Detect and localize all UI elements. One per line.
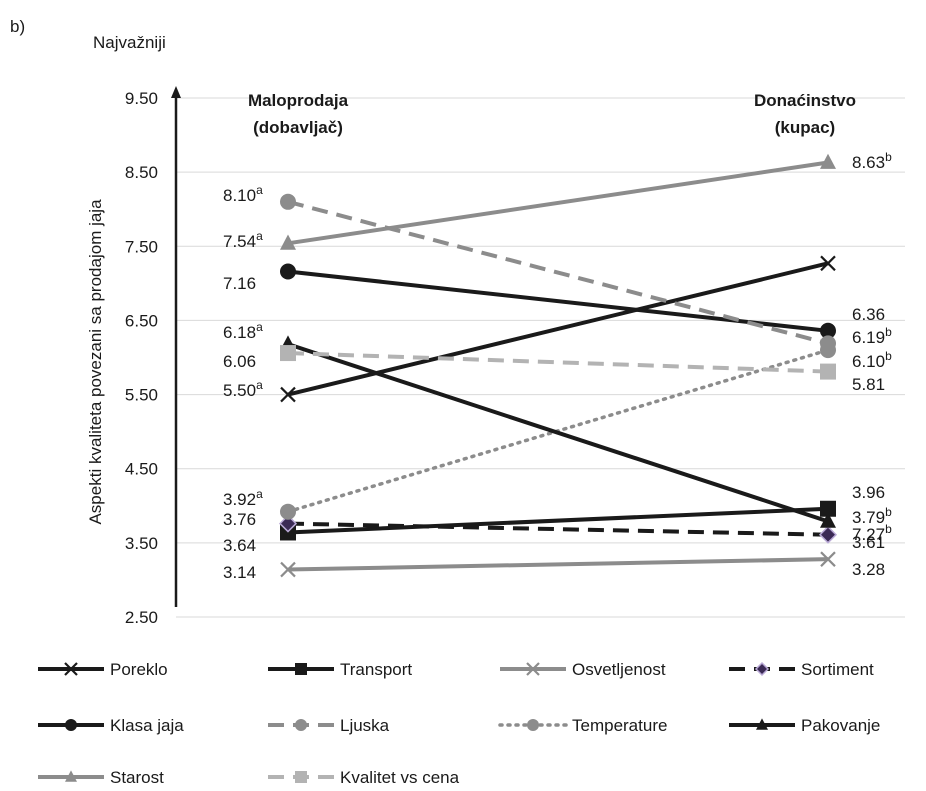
series-6-point-1 [820,342,836,359]
data-label-3-0: 3.76 [223,510,256,529]
data-label-5-1: 6.19b [852,325,892,347]
legend-item-9: Kvalitet vs cena [268,768,460,787]
y-tick-labels: 9.50 8.50 7.50 6.50 5.50 4.50 3.50 2.50 [125,89,158,627]
data-label-0-0: 5.50a [223,378,263,400]
data-label-6-1: 6.10b [852,349,892,371]
data-label-8-1: 8.63b [852,150,892,172]
legend: Poreklo Transport Osvetljenost Sortiment Kla… [38,660,880,787]
legend-marker-5 [295,719,307,731]
series-2-point-1 [820,551,836,567]
legend-item-8: Starost [38,768,164,787]
y-tick-label: 7.50 [125,237,158,256]
data-label-3-1: 3.61 [852,533,885,552]
legend-label-1: Transport [340,660,412,679]
y-tick-label: 6.50 [125,311,158,330]
legend-marker-3 [754,661,770,677]
panel-label: b) [10,17,25,36]
data-label-9-1: 5.81 [852,375,885,394]
series-line-1 [287,506,829,535]
data-label-9-0: 6.06 [223,352,256,371]
legend-marker-8 [65,770,77,782]
legend-item-5: Ljuska [268,716,390,735]
series-8-point-0 [280,234,296,250]
data-label-2-0: 3.14 [223,563,256,582]
legend-label-0: Poreklo [110,660,168,679]
data-label-5-0: 8.10a [223,183,263,205]
y-tick-label: 3.50 [125,534,158,553]
category-0-line1: Maloprodaja [248,91,349,110]
legend-item-1: Transport [268,660,412,679]
series-line-7 [287,342,829,524]
series-line-8 [287,160,829,246]
data-label-1-1: 3.96 [852,483,885,502]
series-3-point-1 [818,525,838,544]
data-label-1-0: 3.64 [223,536,256,555]
legend-label-7: Pakovanje [801,716,880,735]
category-0-line2: (dobavljač) [253,118,343,137]
series-line-2 [287,557,829,572]
legend-label-4: Klasa jaja [110,716,184,735]
legend-marker-0 [64,662,78,676]
series-0-point-0 [280,386,296,403]
series-2-point-0 [280,561,296,578]
legend-item-3: Sortiment [729,660,874,679]
series-line-9 [287,351,829,374]
series-9-point-1 [820,363,836,380]
y-tick-label: 8.50 [125,163,158,182]
series-lines [286,160,830,572]
data-label-6-0: 3.92a [223,487,263,509]
legend-label-9: Kvalitet vs cena [340,768,460,787]
series-6-point-0 [280,503,296,520]
data-label-4-1: 6.36 [852,305,885,324]
legend-item-6: Temperature [498,716,667,735]
legend-marker-1 [295,663,307,675]
data-label-7-1: 3.79b [852,505,892,527]
data-label-0-1: 7.27b [852,522,892,544]
series-line-3 [287,521,829,537]
legend-marker-2 [526,662,540,676]
data-labels: 5.50a 7.27b 3.64 3.96 3.14 3.28 3.76 3.61 7.16 6.… [223,150,892,582]
legend-marker-4 [65,719,77,731]
legend-marker-6 [527,719,539,731]
legend-label-5: Ljuska [340,716,390,735]
series-5-point-0 [280,193,296,210]
series-markers [278,153,838,578]
category-1-line1: Donaćinstvo [754,91,856,110]
series-0-point-1 [820,255,836,272]
data-label-7-0: 6.18a [223,320,263,342]
legend-label-3: Sortiment [801,660,874,679]
series-4-point-1 [820,322,836,339]
legend-marker-9 [295,771,307,783]
top-label: Najvažniji [93,33,166,52]
series-8-point-1 [820,153,836,169]
data-label-2-1: 3.28 [852,560,885,579]
category-1-line2: (kupac) [775,118,835,137]
series-1-point-1 [820,500,836,517]
y-tick-label: 5.50 [125,386,158,405]
y-axis-arrow [171,86,181,98]
legend-label-8: Starost [110,768,164,787]
y-tick-label: 4.50 [125,460,158,479]
legend-label-2: Osvetljenost [572,660,666,679]
series-3-point-0 [278,514,298,533]
series-line-4 [287,269,829,333]
series-9-point-0 [280,345,296,362]
gridlines [176,97,905,618]
series-line-5 [287,199,829,346]
y-tick-label: 2.50 [125,608,158,627]
series-7-point-1 [820,512,836,528]
data-label-8-0: 7.54a [223,229,263,251]
series-4-point-0 [280,263,296,280]
legend-item-2: Osvetljenost [500,660,666,679]
legend-item-7: Pakovanje [729,716,880,735]
y-axis [171,86,181,607]
y-axis-label: Aspekti kvaliteta povezani sa prodajom j… [86,199,105,525]
legend-item-0: Poreklo [38,660,168,679]
legend-item-4: Klasa jaja [38,716,184,735]
legend-marker-7 [756,718,768,730]
data-label-4-0: 7.16 [223,274,256,293]
y-tick-label: 9.50 [125,89,158,108]
legend-label-6: Temperature [572,716,667,735]
